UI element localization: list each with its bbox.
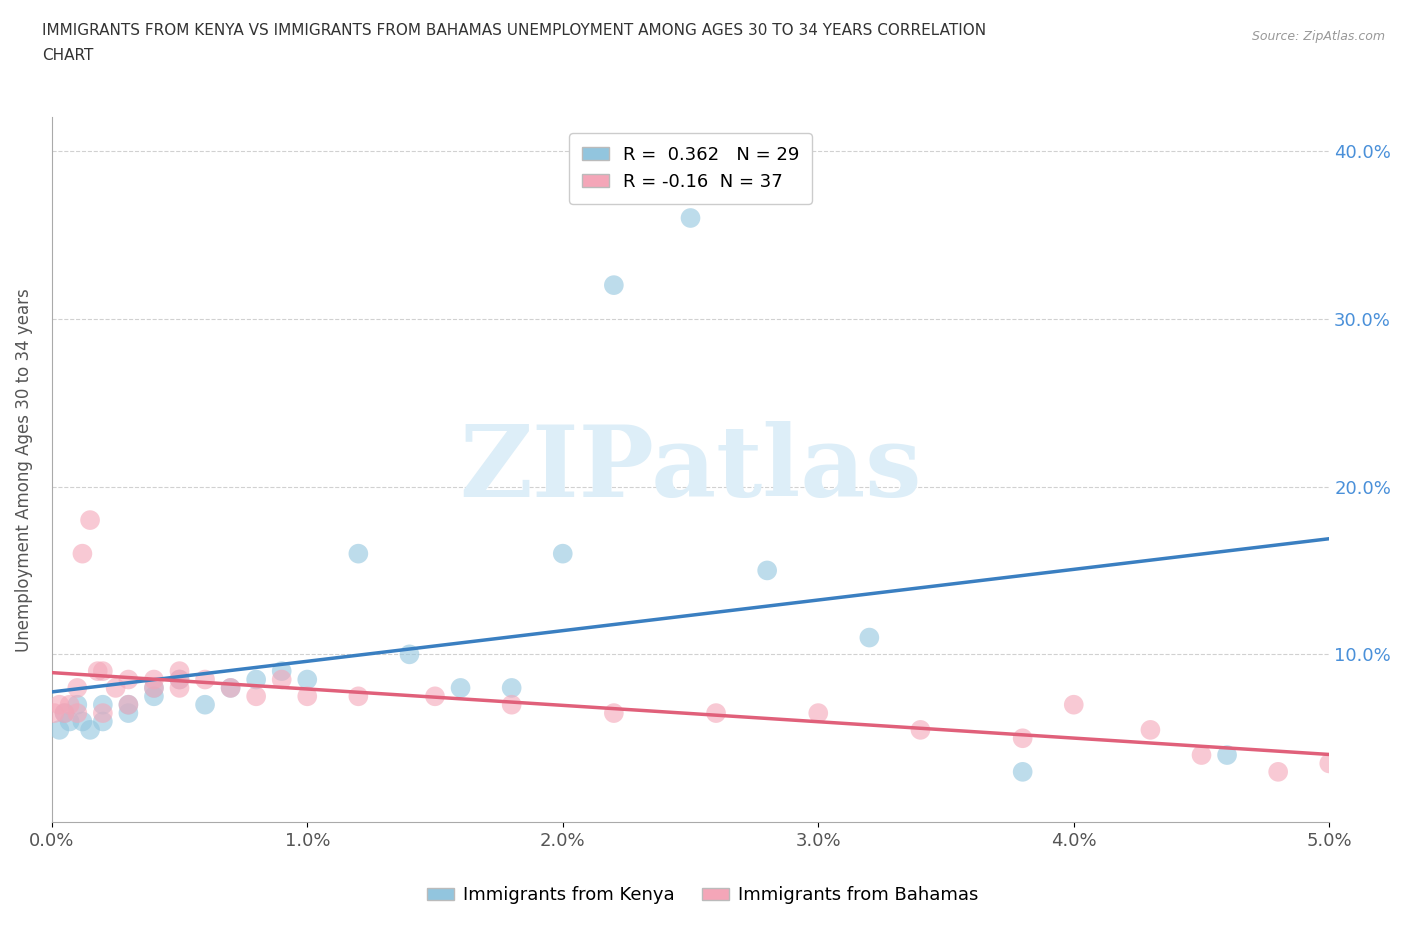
Point bbox=[219, 681, 242, 696]
Point bbox=[1011, 731, 1033, 746]
Point bbox=[72, 546, 94, 561]
Point bbox=[91, 714, 114, 729]
Point bbox=[858, 631, 880, 645]
Point bbox=[104, 681, 127, 696]
Point bbox=[398, 647, 420, 662]
Point bbox=[117, 698, 139, 712]
Point bbox=[117, 698, 139, 712]
Text: IMMIGRANTS FROM KENYA VS IMMIGRANTS FROM BAHAMAS UNEMPLOYMENT AMONG AGES 30 TO 3: IMMIGRANTS FROM KENYA VS IMMIGRANTS FROM… bbox=[42, 23, 986, 38]
Point bbox=[194, 672, 217, 687]
Point bbox=[169, 672, 191, 687]
Point bbox=[194, 698, 217, 712]
Point bbox=[910, 723, 932, 737]
Point bbox=[347, 689, 370, 704]
Point bbox=[679, 210, 702, 225]
Point bbox=[142, 681, 165, 696]
Point bbox=[66, 681, 89, 696]
Point bbox=[53, 706, 76, 721]
Point bbox=[756, 563, 779, 578]
Point bbox=[245, 672, 267, 687]
Point bbox=[270, 664, 292, 679]
Point bbox=[807, 706, 830, 721]
Point bbox=[91, 698, 114, 712]
Point bbox=[72, 714, 94, 729]
Point bbox=[87, 664, 110, 679]
Point bbox=[501, 681, 523, 696]
Point bbox=[169, 664, 191, 679]
Point bbox=[91, 706, 114, 721]
Point bbox=[704, 706, 727, 721]
Point bbox=[603, 706, 626, 721]
Y-axis label: Unemployment Among Ages 30 to 34 years: Unemployment Among Ages 30 to 34 years bbox=[15, 288, 32, 652]
Point bbox=[79, 512, 101, 527]
Point bbox=[91, 664, 114, 679]
Point bbox=[1139, 723, 1161, 737]
Point bbox=[142, 689, 165, 704]
Point bbox=[1317, 756, 1340, 771]
Point bbox=[603, 278, 626, 293]
Point bbox=[66, 706, 89, 721]
Point bbox=[48, 698, 70, 712]
Point bbox=[169, 681, 191, 696]
Point bbox=[1191, 748, 1213, 763]
Point bbox=[347, 546, 370, 561]
Point bbox=[270, 672, 292, 687]
Point bbox=[53, 706, 76, 721]
Text: CHART: CHART bbox=[42, 48, 94, 63]
Point bbox=[423, 689, 446, 704]
Point bbox=[117, 706, 139, 721]
Point bbox=[297, 689, 319, 704]
Point bbox=[142, 681, 165, 696]
Text: ZIPatlas: ZIPatlas bbox=[460, 421, 922, 518]
Point bbox=[117, 672, 139, 687]
Point bbox=[1063, 698, 1085, 712]
Point bbox=[297, 672, 319, 687]
Point bbox=[1011, 764, 1033, 779]
Point bbox=[142, 672, 165, 687]
Point bbox=[1267, 764, 1289, 779]
Point bbox=[59, 714, 82, 729]
Point bbox=[79, 723, 101, 737]
Point bbox=[245, 689, 267, 704]
Point bbox=[450, 681, 472, 696]
Point bbox=[44, 706, 66, 721]
Point bbox=[59, 698, 82, 712]
Point bbox=[66, 698, 89, 712]
Point bbox=[48, 723, 70, 737]
Point bbox=[169, 672, 191, 687]
Text: Source: ZipAtlas.com: Source: ZipAtlas.com bbox=[1251, 30, 1385, 43]
Point bbox=[1216, 748, 1239, 763]
Point bbox=[219, 681, 242, 696]
Legend: Immigrants from Kenya, Immigrants from Bahamas: Immigrants from Kenya, Immigrants from B… bbox=[420, 879, 986, 911]
Legend: R =  0.362   N = 29, R = -0.16  N = 37: R = 0.362 N = 29, R = -0.16 N = 37 bbox=[569, 133, 813, 204]
Point bbox=[501, 698, 523, 712]
Point bbox=[551, 546, 574, 561]
